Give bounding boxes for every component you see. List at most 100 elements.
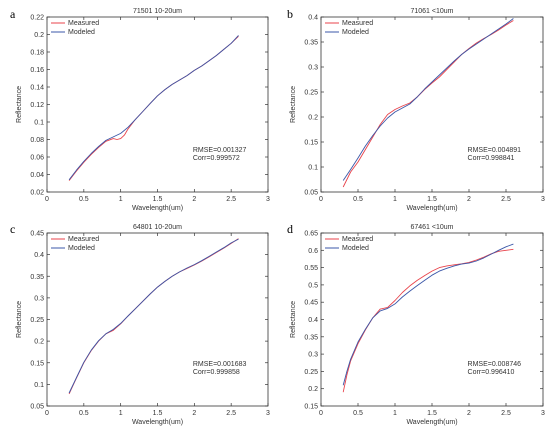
chart-title: 71061 <10um [410,8,453,15]
x-tick-label: 2 [192,410,196,417]
x-tick-label: 1 [119,410,123,417]
plot-area [320,16,544,193]
y-tick-label: 0.35 [304,334,318,341]
stats-annotation: RMSE=0.008746 [468,361,522,368]
y-tick-label: 0.1 [34,382,44,389]
x-tick-label: 2 [467,196,471,203]
legend-label: Measured [342,236,373,243]
stats-annotation: Corr=0.996410 [468,369,515,376]
x-tick-label: 0.5 [79,410,89,417]
y-tick-label: 0.1 [308,165,318,172]
y-axis-title: Reflectance [16,86,23,123]
x-tick-label: 1 [393,410,397,417]
y-tick-label: 0.2 [34,32,44,39]
y-tick-label: 0.5 [308,282,318,289]
panel-letter: c [10,222,15,236]
x-tick-label: 0.5 [353,410,363,417]
y-tick-label: 0.35 [30,274,44,281]
stats-annotation: RMSE=0.001683 [193,361,247,368]
legend: Measured Modeled [325,20,373,36]
y-tick-label: 0.22 [30,15,44,22]
plot-area [46,232,269,407]
legend-label: Measured [68,236,99,243]
legend-label: Measured [342,20,373,27]
y-tick-label: 0.06 [30,155,44,162]
x-tick-label: 1 [119,196,123,203]
y-tick-label: 0.15 [304,140,318,147]
y-tick-label: 0.02 [30,190,44,197]
stats-annotation: Corr=0.999572 [193,155,240,162]
x-tick-label: 3 [266,196,270,203]
x-tick-label: 2.5 [501,196,511,203]
legend: Measured Modeled [325,236,373,252]
x-tick-label: 0 [45,410,49,417]
chart-title: 67461 <10um [410,224,453,231]
y-tick-label: 0.04 [30,172,44,179]
y-tick-label: 0.4 [308,317,318,324]
y-tick-label: 0.08 [30,137,44,144]
legend-label: Measured [68,20,99,27]
x-tick-label: 3 [266,410,270,417]
panel-letter: d [287,222,293,236]
y-tick-label: 0.3 [34,295,44,302]
x-tick-label: 1 [393,196,397,203]
x-tick-label: 3 [541,196,545,203]
x-tick-label: 2 [467,410,471,417]
x-tick-label: 1.5 [153,410,163,417]
x-tick-label: 2.5 [226,196,236,203]
x-tick-label: 0 [319,196,323,203]
y-tick-label: 0.15 [30,360,44,367]
y-axis-title: Reflectance [290,301,297,338]
y-tick-label: 0.15 [304,404,318,411]
panel-letter: a [10,7,16,21]
y-tick-label: 0.45 [304,300,318,307]
y-tick-label: 0.18 [30,50,44,57]
y-tick-label: 0.25 [304,90,318,97]
legend-label: Modeled [342,245,369,252]
chart-panel-d: d 67461 <10um 0 0.5 1 1.5 2 2.5 3 0.15 0.2 0.25 0.3 0… [287,222,545,426]
y-tick-label: 0.2 [34,339,44,346]
x-axis-title: Wavelength(um) [132,205,183,212]
y-tick-label: 0.55 [304,265,318,272]
stats-annotation: RMSE=0.004891 [468,147,522,154]
y-axis-title: Reflectance [290,86,297,123]
chart-panel-b: b 71061 <10um 0 0.5 1 1.5 2 2.5 3 0.05 0.1 0.15 0.2 0… [287,7,545,212]
x-tick-label: 0.5 [353,196,363,203]
series-line-modeled [68,238,239,394]
y-axis-title: Reflectance [16,301,23,338]
legend-label: Modeled [68,245,95,252]
y-tick-label: 0.05 [304,190,318,197]
y-tick-label: 0.16 [30,67,44,74]
legend-label: Modeled [68,29,95,36]
stats-annotation: RMSE=0.001327 [193,147,247,154]
x-tick-label: 2.5 [501,410,511,417]
chart-panel-c: c 64801 10-20um 0 0.5 1 1.5 2 2.5 3 0.05 0.1 0.15 0.… [10,222,270,426]
y-tick-label: 0.3 [308,65,318,72]
y-tick-label: 0.1 [34,120,44,127]
x-tick-label: 0.5 [79,196,89,203]
x-tick-label: 0 [319,410,323,417]
y-tick-label: 0.45 [30,231,44,238]
y-tick-label: 0.4 [308,15,318,22]
chart-title: 64801 10-20um [133,224,182,231]
x-axis-title: Wavelength(um) [406,419,457,426]
y-tick-label: 0.25 [30,317,44,324]
y-tick-label: 0.35 [304,40,318,47]
chart-panel-a: a 71501 10-20um 0 0.5 1 1.5 2 2.5 3 0.02 0.04 0.06 0… [10,7,270,212]
x-tick-label: 1.5 [153,196,163,203]
y-tick-label: 0.25 [304,369,318,376]
legend-label: Modeled [342,29,369,36]
x-tick-label: 2 [192,196,196,203]
series-line-modeled [342,18,514,181]
plot-area [320,232,544,407]
legend: Measured Modeled [51,236,99,252]
panel-letter: b [287,7,293,21]
y-tick-label: 0.2 [308,386,318,393]
stats-annotation: Corr=0.999858 [193,369,240,376]
stats-annotation: Corr=0.998841 [468,155,515,162]
series-line-modeled [342,243,514,386]
x-axis-title: Wavelength(um) [132,419,183,426]
y-tick-label: 0.65 [304,231,318,238]
y-tick-label: 0.14 [30,85,44,92]
